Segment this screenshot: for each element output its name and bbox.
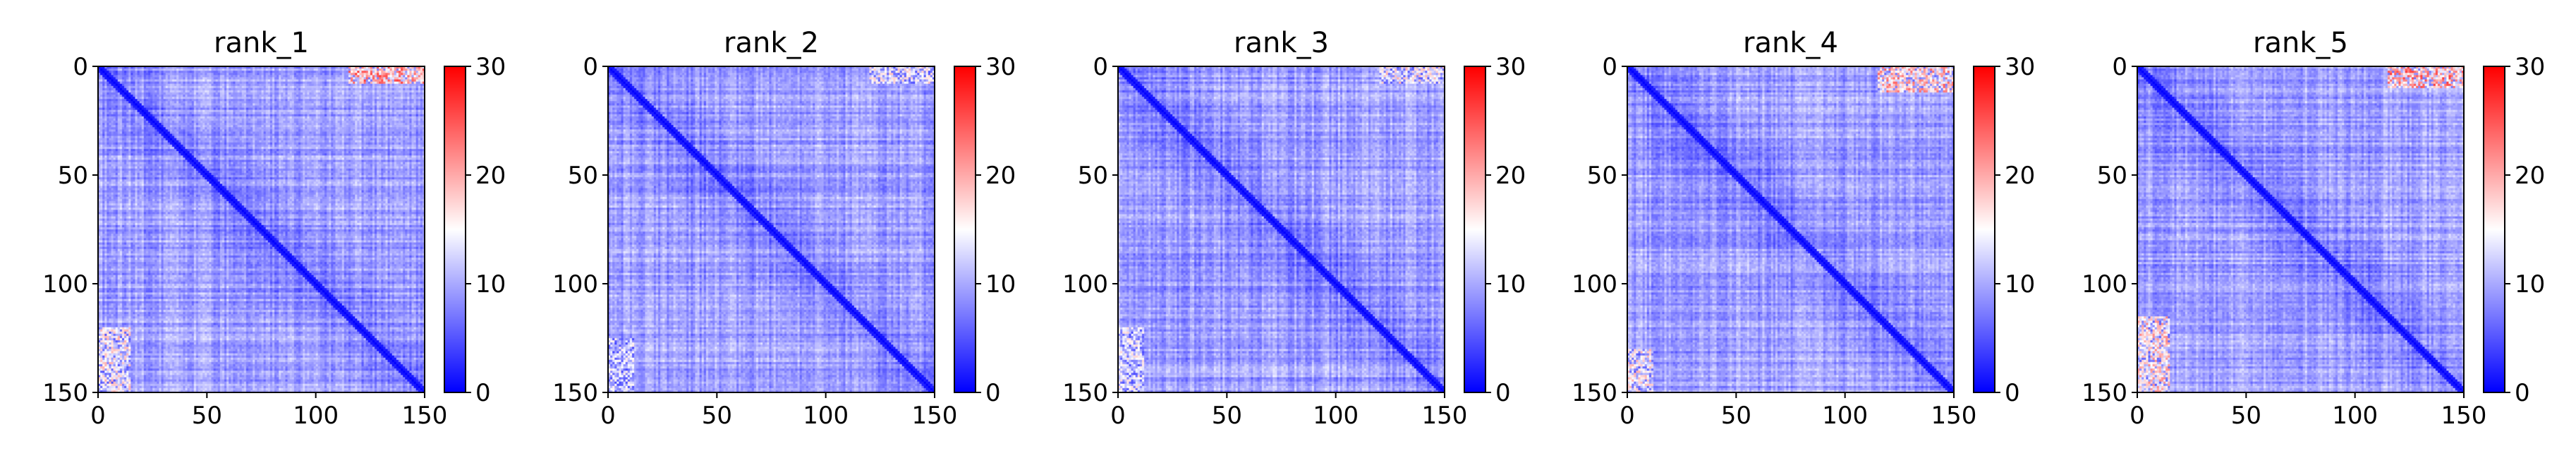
colorbar-tick-label: 10 <box>475 270 506 299</box>
x-tick-label: 150 <box>1931 402 1977 430</box>
y-tick-label: 0 <box>1602 53 1617 81</box>
colorbar-tick-label: 10 <box>2005 270 2035 299</box>
colorbar-tick-label: 20 <box>2515 162 2545 190</box>
heatmap-image <box>98 66 425 392</box>
colorbar <box>444 66 466 392</box>
y-tick-label: 150 <box>1572 379 1617 407</box>
heatmap-image <box>608 66 935 392</box>
colorbar-tick-label: 10 <box>985 270 1016 299</box>
colorbar-tick-label: 20 <box>475 162 506 190</box>
x-tick-label: 0 <box>2130 402 2145 430</box>
y-tick-label: 100 <box>552 270 598 299</box>
x-tick-label: 100 <box>2332 402 2378 430</box>
x-tick-label: 150 <box>1422 402 1468 430</box>
colorbar-tick-label: 0 <box>2005 379 2020 407</box>
y-tick-label: 50 <box>1078 162 1108 190</box>
colorbar-tick-label: 30 <box>2515 53 2545 81</box>
y-tick-label: 50 <box>2097 162 2127 190</box>
colorbar <box>1974 66 1995 392</box>
heatmap-image <box>1627 66 1954 392</box>
x-tick-label: 100 <box>293 402 339 430</box>
colorbar-tick-label: 0 <box>475 379 491 407</box>
colorbar-tick-label: 10 <box>2515 270 2545 299</box>
y-tick-label: 150 <box>42 379 88 407</box>
x-tick-label: 50 <box>2231 402 2261 430</box>
colorbar-tick-label: 30 <box>985 53 1016 81</box>
colorbar-tick-label: 0 <box>1495 379 1511 407</box>
chart-title: rank_5 <box>2253 27 2348 59</box>
x-tick-label: 150 <box>2441 402 2487 430</box>
y-tick-label: 0 <box>583 53 598 81</box>
x-tick-label: 50 <box>192 402 222 430</box>
y-tick-label: 0 <box>2112 53 2127 81</box>
x-tick-label: 50 <box>1212 402 1242 430</box>
x-tick-label: 50 <box>1721 402 1751 430</box>
y-tick-label: 150 <box>2082 379 2127 407</box>
colorbar-tick-label: 30 <box>1495 53 1526 81</box>
chart-title: rank_1 <box>214 27 309 59</box>
colorbar-tick-label: 30 <box>2005 53 2035 81</box>
y-tick-label: 100 <box>2082 270 2127 299</box>
colorbar <box>1464 66 1486 392</box>
colorbar-tick-label: 0 <box>2515 379 2530 407</box>
y-tick-label: 150 <box>552 379 598 407</box>
y-tick-label: 100 <box>42 270 88 299</box>
chart-title: rank_2 <box>724 27 819 59</box>
x-tick-label: 100 <box>803 402 849 430</box>
x-tick-label: 100 <box>1313 402 1359 430</box>
x-tick-label: 0 <box>1620 402 1635 430</box>
colorbar-tick-label: 10 <box>1495 270 1526 299</box>
colorbar-tick-label: 20 <box>2005 162 2035 190</box>
heatmap-image <box>1118 66 1445 392</box>
y-tick-label: 50 <box>568 162 598 190</box>
colorbar <box>2484 66 2505 392</box>
colorbar-tick-label: 20 <box>985 162 1016 190</box>
heatmap-image <box>2137 66 2464 392</box>
colorbar-tick-label: 0 <box>985 379 1001 407</box>
chart-title: rank_3 <box>1234 27 1329 59</box>
y-tick-label: 0 <box>1093 53 1108 81</box>
x-tick-label: 0 <box>1110 402 1126 430</box>
x-tick-label: 0 <box>600 402 616 430</box>
colorbar-tick-label: 30 <box>475 53 506 81</box>
y-tick-label: 100 <box>1572 270 1617 299</box>
chart-title: rank_4 <box>1743 27 1838 59</box>
x-tick-label: 150 <box>912 402 958 430</box>
y-tick-label: 150 <box>1062 379 1108 407</box>
x-tick-label: 50 <box>702 402 732 430</box>
x-tick-label: 150 <box>402 402 448 430</box>
y-tick-label: 50 <box>58 162 88 190</box>
y-tick-label: 100 <box>1062 270 1108 299</box>
colorbar <box>954 66 976 392</box>
y-tick-label: 50 <box>1587 162 1617 190</box>
x-tick-label: 0 <box>90 402 106 430</box>
x-tick-label: 100 <box>1822 402 1868 430</box>
colorbar-tick-label: 20 <box>1495 162 1526 190</box>
y-tick-label: 0 <box>73 53 88 81</box>
